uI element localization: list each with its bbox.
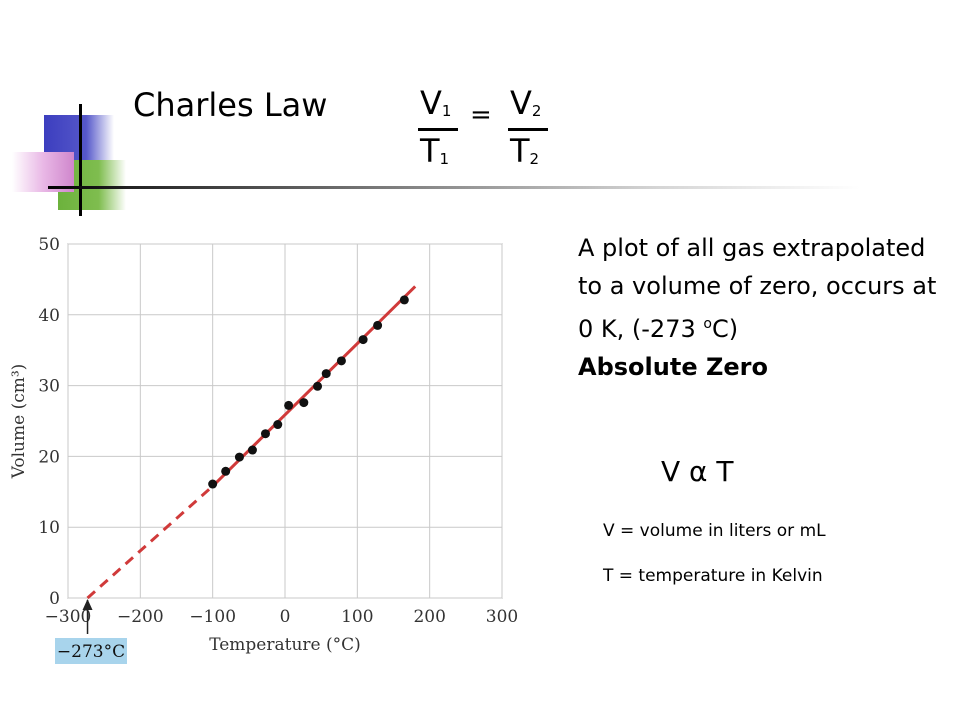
equation-t1: T1 <box>420 132 450 170</box>
fraction-bar-right <box>508 128 548 131</box>
y-tick-label: 30 <box>38 377 60 397</box>
data-point <box>208 479 218 489</box>
proportionality-statement: V α T <box>661 455 734 488</box>
description-text: A plot of all gas extrapolated to a volu… <box>578 234 937 381</box>
equation-v2: V2 <box>510 84 542 122</box>
y-tick-label: 10 <box>38 518 60 538</box>
definition-volume: V = volume in liters or mL <box>603 521 826 541</box>
x-axis-title: Temperature (°C) <box>209 635 361 655</box>
equation-v1: V1 <box>420 84 452 122</box>
y-tick-label: 40 <box>38 306 60 326</box>
annotation-label: −273°C <box>57 642 125 662</box>
data-point <box>234 452 244 462</box>
x-tick-label: 0 <box>280 607 291 627</box>
data-point <box>284 400 294 410</box>
decor-vertical-line <box>79 104 82 216</box>
y-tick-label: 20 <box>38 447 60 467</box>
x-tick-label: 200 <box>413 607 445 627</box>
y-axis-title: Volume (cm³) <box>9 364 29 480</box>
annotation-box <box>55 638 127 664</box>
extrapolation-line <box>86 485 214 600</box>
x-tick-label: −200 <box>117 607 164 627</box>
x-tick-label: −300 <box>45 607 92 627</box>
decor-horizontal-rule <box>48 186 860 189</box>
data-point <box>321 369 331 379</box>
annotation-arrowhead <box>82 599 93 610</box>
y-tick-label: 50 <box>38 235 60 255</box>
fraction-bar-left <box>418 128 458 131</box>
x-tick-label: 100 <box>341 607 373 627</box>
data-point <box>273 420 283 430</box>
data-point <box>299 398 309 408</box>
data-point <box>358 335 368 345</box>
data-point <box>313 381 323 391</box>
decor-pink-square <box>12 152 74 192</box>
equation-t2: T2 <box>510 132 540 170</box>
definition-temperature: T = temperature in Kelvin <box>603 566 823 586</box>
data-point <box>221 466 231 476</box>
data-point <box>260 429 270 439</box>
absolute-zero-label: Absolute Zero <box>578 353 768 381</box>
x-tick-label: 300 <box>486 607 518 627</box>
x-tick-label: −100 <box>189 607 236 627</box>
equation-equals: = <box>470 100 492 130</box>
slide-title: Charles Law <box>133 86 328 124</box>
y-tick-label: 0 <box>49 589 60 609</box>
data-point <box>247 445 257 455</box>
volume-temperature-chart: −300 −200 −100 0 100 200 300 0 10 20 30 40 50 −273°C T… <box>9 235 518 664</box>
data-point <box>373 320 383 330</box>
data-point <box>336 356 346 366</box>
data-point <box>399 295 409 305</box>
